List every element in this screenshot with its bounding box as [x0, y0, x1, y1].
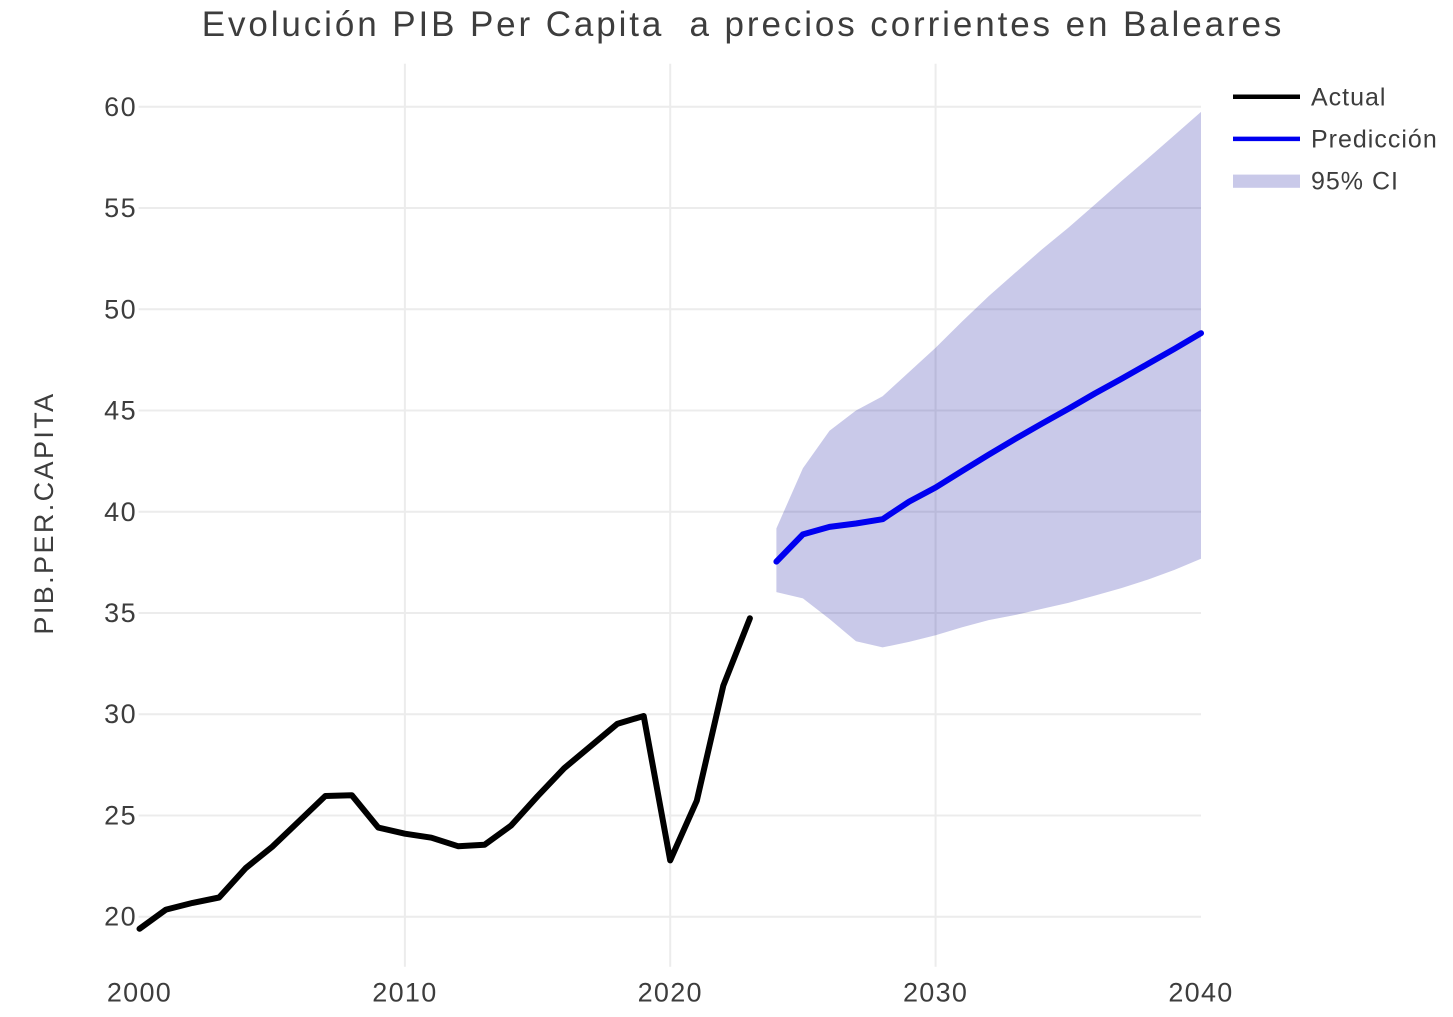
svg-text:20: 20 — [104, 902, 137, 932]
svg-text:2000: 2000 — [107, 978, 172, 1008]
svg-text:95% CI: 95% CI — [1311, 168, 1399, 196]
svg-text:Predicción: Predicción — [1311, 125, 1438, 153]
svg-text:30: 30 — [104, 699, 137, 729]
svg-text:35: 35 — [104, 598, 137, 628]
svg-text:2030: 2030 — [903, 978, 968, 1008]
svg-text:50: 50 — [104, 294, 137, 324]
svg-text:2020: 2020 — [638, 978, 703, 1008]
svg-text:Actual: Actual — [1311, 83, 1386, 111]
svg-text:25: 25 — [104, 801, 137, 831]
svg-text:PIB.PER.CAPITA: PIB.PER.CAPITA — [29, 391, 59, 634]
svg-text:55: 55 — [104, 193, 137, 223]
svg-text:2010: 2010 — [372, 978, 437, 1008]
svg-text:45: 45 — [104, 396, 137, 426]
svg-text:60: 60 — [104, 92, 137, 122]
svg-text:2040: 2040 — [1168, 978, 1233, 1008]
svg-text:40: 40 — [104, 497, 137, 527]
svg-text:Evolución PIB Per Capita a pr: Evolución PIB Per Capita a precios corri… — [202, 5, 1285, 44]
